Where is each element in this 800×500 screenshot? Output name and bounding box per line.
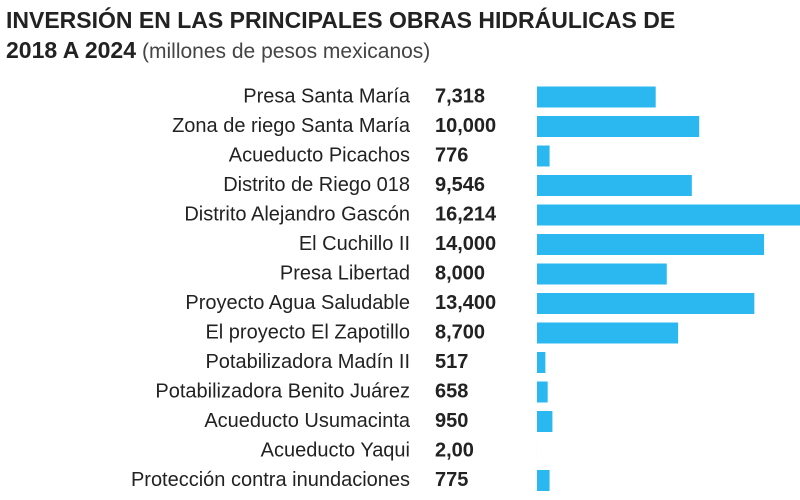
bar: [537, 116, 700, 137]
value-label: 776: [435, 144, 468, 166]
category-label: El proyecto El Zapotillo: [205, 321, 410, 343]
bar: [537, 322, 679, 344]
value-label: 8,700: [435, 321, 485, 343]
category-label: El Cuchillo II: [299, 233, 410, 255]
category-label: Potabilizadora Benito Juárez: [155, 380, 410, 402]
category-label: Proyecto Agua Saludable: [185, 292, 410, 314]
category-label: Distrito Alejandro Gascón: [184, 203, 410, 225]
value-label: 2,00: [435, 439, 474, 461]
chart-title-line2: 2018 A 2024: [6, 37, 136, 63]
category-label: Acueducto Usumacinta: [204, 410, 411, 432]
bar: [537, 381, 548, 403]
value-label: 9,546: [435, 174, 485, 196]
value-label: 658: [435, 380, 468, 402]
bar: [537, 263, 667, 285]
bar: [537, 204, 800, 226]
chart-title: INVERSIÓN EN LAS PRINCIPALES OBRAS HIDRÁ…: [6, 6, 675, 33]
bar: [537, 293, 755, 314]
value-label: 775: [435, 469, 468, 491]
value-label: 16,214: [435, 203, 497, 225]
category-label: Acueducto Yaqui: [261, 439, 410, 461]
bar: [537, 86, 656, 108]
value-label: 14,000: [435, 233, 496, 255]
chart-subtitle: (millones de pesos mexicanos): [142, 40, 430, 63]
category-label: Acueducto Picachos: [229, 144, 410, 166]
category-label: Zona de riego Santa María: [172, 115, 411, 137]
bar: [537, 470, 550, 491]
bar: [537, 352, 546, 373]
bar: [537, 145, 550, 167]
value-label: 950: [435, 410, 468, 432]
bar: [537, 234, 765, 255]
category-label: Presa Libertad: [280, 262, 410, 284]
category-label: Protección contra inundaciones: [131, 469, 410, 491]
category-label: Potabilizadora Madín II: [205, 351, 410, 373]
value-label: 10,000: [435, 115, 496, 137]
bar: [537, 175, 692, 196]
value-label: 13,400: [435, 292, 496, 314]
category-label: Presa Santa María: [243, 85, 411, 107]
value-label: 8,000: [435, 262, 485, 284]
value-label: 7,318: [435, 85, 485, 107]
title-line-2: 2018 A 2024 (millones de pesos mexicanos): [6, 37, 430, 63]
bar: [537, 411, 553, 432]
value-label: 517: [435, 351, 468, 373]
category-label: Distrito de Riego 018: [223, 174, 410, 196]
